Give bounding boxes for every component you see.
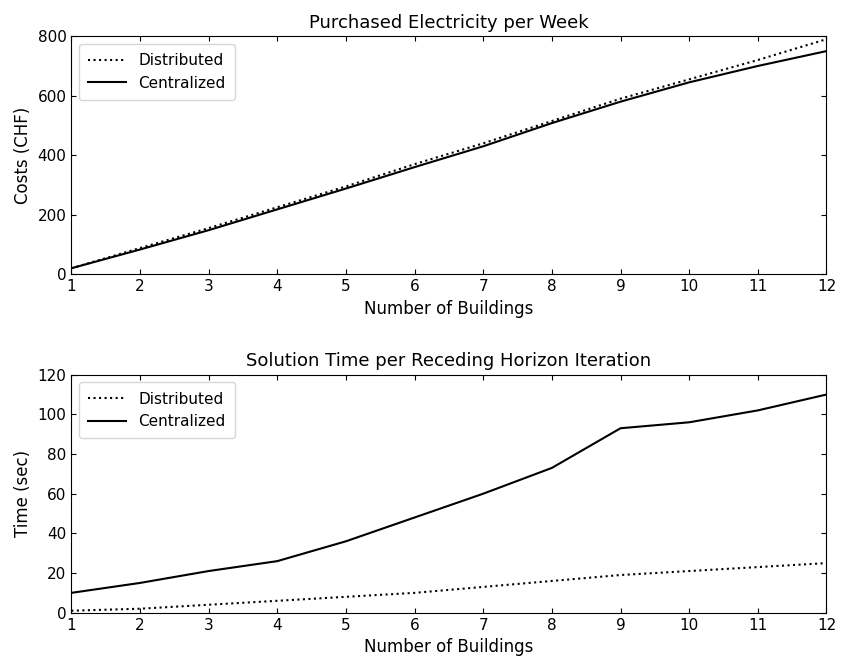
- Distributed: [821, 36, 831, 44]
- Distributed: [341, 182, 351, 190]
- Y-axis label: Costs (CHF): Costs (CHF): [14, 107, 32, 204]
- Distributed: [135, 605, 145, 613]
- Distributed: [821, 559, 831, 567]
- Line: Centralized: Centralized: [71, 395, 826, 593]
- Centralized: [821, 391, 831, 399]
- Distributed: [272, 203, 282, 211]
- Distributed: [684, 567, 694, 575]
- Centralized: [203, 567, 213, 575]
- Line: Distributed: Distributed: [71, 40, 826, 268]
- Centralized: [203, 226, 213, 234]
- Distributed: [66, 264, 76, 272]
- Centralized: [272, 557, 282, 565]
- Centralized: [341, 537, 351, 545]
- Distributed: [135, 244, 145, 252]
- Distributed: [341, 593, 351, 601]
- X-axis label: Number of Buildings: Number of Buildings: [364, 299, 534, 318]
- Distributed: [410, 589, 420, 597]
- Legend: Distributed, Centralized: Distributed, Centralized: [79, 383, 235, 438]
- Centralized: [547, 464, 557, 472]
- Centralized: [341, 184, 351, 192]
- Distributed: [547, 577, 557, 585]
- Centralized: [615, 424, 626, 432]
- Legend: Distributed, Centralized: Distributed, Centralized: [79, 44, 235, 100]
- Centralized: [615, 98, 626, 106]
- Centralized: [478, 142, 488, 150]
- Distributed: [203, 224, 213, 232]
- Centralized: [410, 163, 420, 171]
- Distributed: [66, 607, 76, 615]
- Line: Distributed: Distributed: [71, 563, 826, 611]
- X-axis label: Number of Buildings: Number of Buildings: [364, 638, 534, 656]
- Centralized: [753, 62, 763, 70]
- Centralized: [684, 78, 694, 86]
- Centralized: [135, 245, 145, 253]
- Distributed: [547, 117, 557, 125]
- Distributed: [203, 601, 213, 609]
- Title: Purchased Electricity per Week: Purchased Electricity per Week: [309, 14, 589, 32]
- Distributed: [753, 563, 763, 571]
- Centralized: [135, 579, 145, 587]
- Centralized: [684, 418, 694, 426]
- Title: Solution Time per Receding Horizon Iteration: Solution Time per Receding Horizon Itera…: [246, 352, 651, 371]
- Centralized: [410, 513, 420, 521]
- Centralized: [821, 47, 831, 55]
- Centralized: [66, 589, 76, 597]
- Y-axis label: Time (sec): Time (sec): [14, 450, 32, 537]
- Centralized: [66, 264, 76, 272]
- Distributed: [684, 75, 694, 83]
- Centralized: [478, 490, 488, 498]
- Distributed: [615, 94, 626, 103]
- Distributed: [272, 597, 282, 605]
- Line: Centralized: Centralized: [71, 51, 826, 268]
- Distributed: [753, 56, 763, 64]
- Distributed: [615, 571, 626, 579]
- Distributed: [478, 583, 488, 591]
- Centralized: [753, 407, 763, 415]
- Distributed: [478, 139, 488, 147]
- Distributed: [410, 160, 420, 168]
- Centralized: [272, 205, 282, 213]
- Centralized: [547, 119, 557, 127]
